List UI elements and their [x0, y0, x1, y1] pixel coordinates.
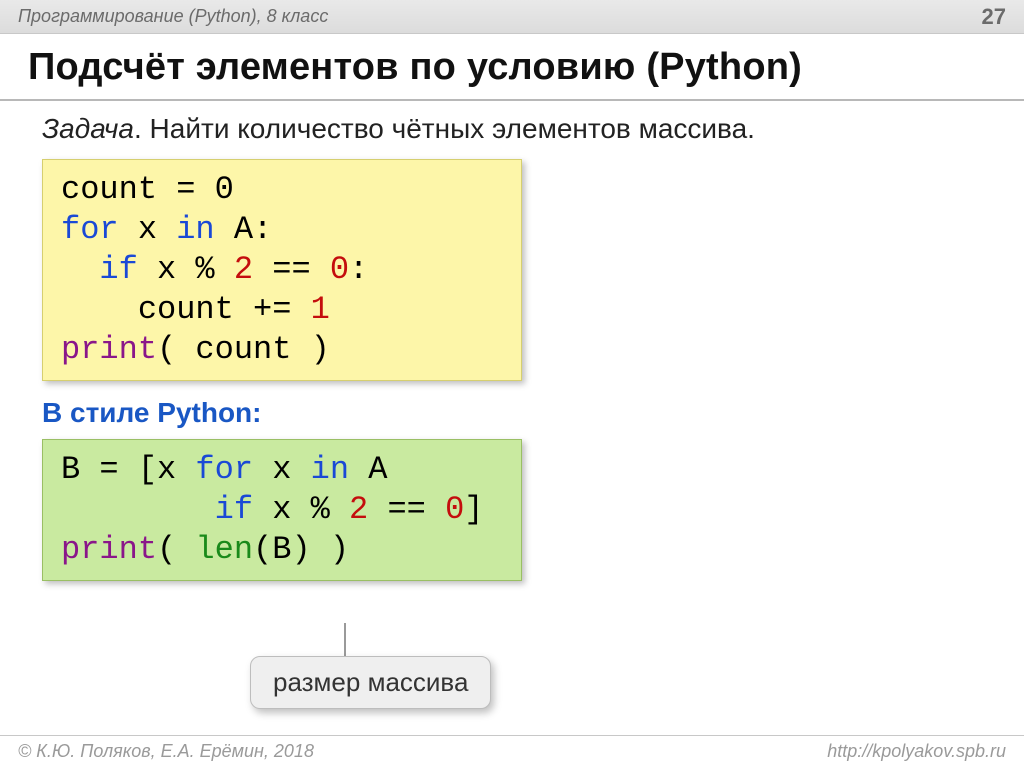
- task-line: Задача. Найти количество чётных элементо…: [0, 101, 1024, 153]
- code-token: if: [99, 251, 137, 288]
- code-token: [61, 491, 215, 528]
- code-token: 2: [349, 491, 368, 528]
- footer-url: http://kpolyakov.spb.ru: [827, 741, 1006, 762]
- code-token: ==: [253, 251, 330, 288]
- code-token: x %: [138, 251, 234, 288]
- code-token: 1: [311, 291, 330, 328]
- callout-connector: [344, 623, 346, 657]
- code-token: if: [215, 491, 253, 528]
- code-token: (B) ): [253, 531, 349, 568]
- code-token: A:: [215, 211, 273, 248]
- page-number: 27: [982, 4, 1006, 30]
- topbar: Программирование (Python), 8 класс 27: [0, 0, 1024, 34]
- code-token: in: [311, 451, 349, 488]
- footer: © К.Ю. Поляков, Е.А. Ерёмин, 2018 http:/…: [0, 735, 1024, 767]
- code-token: for: [195, 451, 253, 488]
- code-token: count =: [61, 171, 215, 208]
- code-line: print( count ): [61, 330, 503, 370]
- code-token: ==: [368, 491, 445, 528]
- code-token: count +=: [61, 291, 311, 328]
- code-line: B = [x for x in A: [61, 450, 503, 490]
- subhead-python-style: В стиле Python:: [0, 381, 1024, 433]
- code-token: 0: [330, 251, 349, 288]
- code-line: if x % 2 == 0:: [61, 250, 503, 290]
- code-token: len: [195, 531, 253, 568]
- code-line: count += 1: [61, 290, 503, 330]
- topbar-subject: Программирование (Python), 8 класс: [18, 6, 328, 27]
- task-text: . Найти количество чётных элементов масс…: [134, 113, 755, 144]
- code-token: print: [61, 331, 157, 368]
- code-line: for x in A:: [61, 210, 503, 250]
- code-token: ( count ): [157, 331, 330, 368]
- code-token: (: [157, 531, 195, 568]
- code-token: [61, 251, 99, 288]
- code-token: x: [119, 211, 177, 248]
- code-block-1: count = 0for x in A: if x % 2 == 0: coun…: [42, 159, 522, 381]
- code-token: x: [253, 451, 311, 488]
- page-title: Подсчёт элементов по условию (Python): [0, 34, 1024, 101]
- code-token: B = [x: [61, 451, 195, 488]
- code-token: :: [349, 251, 368, 288]
- code-token: for: [61, 211, 119, 248]
- code-token: x %: [253, 491, 349, 528]
- code-line: count = 0: [61, 170, 503, 210]
- code-token: A: [349, 451, 387, 488]
- code-token: 0: [215, 171, 234, 208]
- callout-array-size: размер массива: [250, 656, 491, 709]
- footer-copyright: © К.Ю. Поляков, Е.А. Ерёмин, 2018: [18, 741, 314, 762]
- code-token: 2: [234, 251, 253, 288]
- code-token: print: [61, 531, 157, 568]
- code-token: ]: [464, 491, 483, 528]
- code-block-2: B = [x for x in A if x % 2 == 0]print( l…: [42, 439, 522, 581]
- code-token: 0: [445, 491, 464, 528]
- code-line: print( len(B) ): [61, 530, 503, 570]
- code-token: in: [176, 211, 214, 248]
- task-label: Задача: [42, 113, 134, 144]
- code-line: if x % 2 == 0]: [61, 490, 503, 530]
